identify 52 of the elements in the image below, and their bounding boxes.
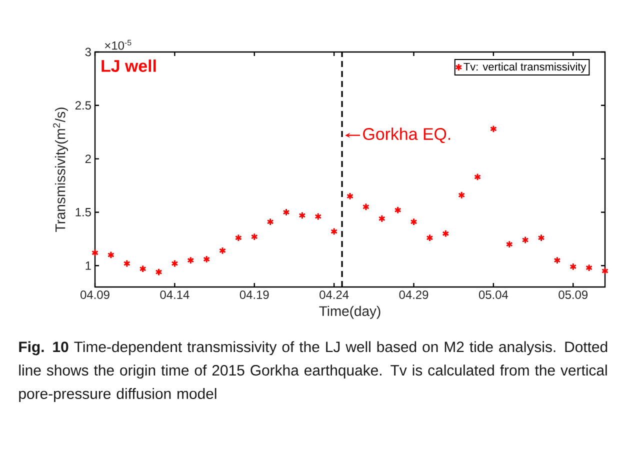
point bbox=[601, 267, 609, 275]
point bbox=[378, 214, 386, 223]
y-tick-label: 2.5 bbox=[75, 101, 91, 110]
point bbox=[155, 268, 162, 276]
x-tick-label: 04.29 bbox=[399, 290, 428, 299]
y-tick-label: 1 bbox=[86, 262, 91, 270]
point bbox=[410, 218, 418, 226]
point bbox=[522, 236, 529, 244]
point bbox=[187, 256, 194, 264]
point bbox=[282, 208, 290, 216]
point bbox=[474, 173, 482, 181]
point bbox=[314, 212, 322, 220]
text: Fig. 10 Time-dependent transmissivity of the LJ well based on M2 tide analysis. Dotted line shows the origin time of 2015 Gorkha earthquake. Tv is calculated from the vertical pore-pressure diffusion model bbox=[19, 341, 608, 402]
point bbox=[506, 240, 513, 248]
point bbox=[234, 234, 242, 242]
point bbox=[218, 246, 226, 255]
y-tick-label: 2 bbox=[85, 154, 91, 163]
point bbox=[139, 264, 146, 273]
point bbox=[458, 191, 466, 200]
annotation: LJ well bbox=[102, 60, 156, 72]
point bbox=[107, 251, 114, 259]
text: ×10$^{-5}$ bbox=[105, 40, 132, 50]
x-tick-label: 05.04 bbox=[478, 290, 508, 299]
point bbox=[91, 248, 99, 257]
point bbox=[490, 124, 497, 133]
point bbox=[362, 202, 370, 211]
point bbox=[554, 256, 561, 264]
point bbox=[330, 228, 338, 236]
point bbox=[346, 192, 354, 200]
y-tick-label: 1.5 bbox=[76, 208, 91, 216]
x-tick-label: 04.09 bbox=[80, 290, 110, 299]
point bbox=[586, 264, 593, 272]
point bbox=[266, 218, 274, 226]
point bbox=[298, 211, 306, 220]
point bbox=[123, 260, 130, 268]
point bbox=[171, 260, 178, 268]
point bbox=[203, 255, 210, 264]
y-tick-label: 3 bbox=[85, 48, 91, 56]
x-tick-label: 04.24 bbox=[320, 290, 349, 299]
point bbox=[426, 234, 434, 242]
x-tick-label: 05.09 bbox=[558, 290, 588, 299]
point bbox=[538, 234, 545, 242]
x-tick-label: 04.14 bbox=[160, 290, 190, 299]
point bbox=[442, 230, 450, 238]
legend-label: Tv: vertical transmissivity bbox=[464, 62, 586, 73]
x-axis-title: Time(day) bbox=[319, 306, 380, 319]
ref-line-label: Gorkha EQ. bbox=[363, 128, 450, 144]
x-tick-label: 04.19 bbox=[240, 290, 269, 299]
point bbox=[394, 206, 402, 214]
point bbox=[570, 262, 577, 271]
point bbox=[250, 232, 258, 241]
y-axis-title: Transmissivity(m$^{2}$/s) bbox=[53, 108, 68, 232]
